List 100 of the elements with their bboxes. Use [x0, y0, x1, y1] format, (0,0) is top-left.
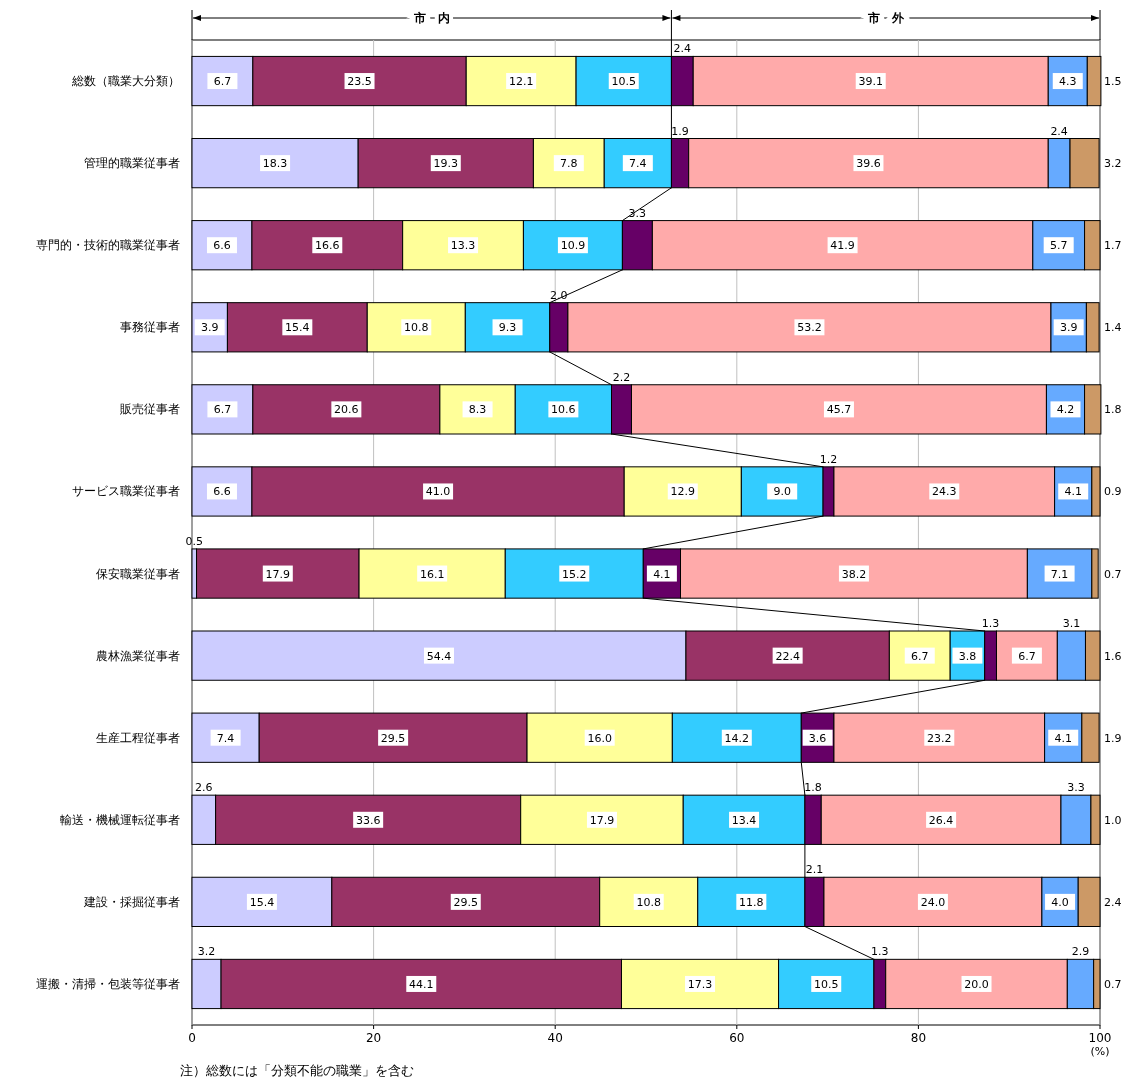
data-label: 29.5 [380, 731, 406, 745]
data-label: 8.3 [468, 403, 487, 417]
data-label: 23.5 [347, 75, 372, 89]
data-label: 22.4 [775, 649, 800, 663]
data-label: 1.9 [671, 124, 689, 138]
data-label: 39.6 [856, 157, 881, 171]
data-label: 5.7 [1049, 239, 1068, 253]
data-label: 13.3 [450, 239, 476, 253]
data-label: 0.7 [1104, 977, 1122, 991]
data-label: 16.6 [315, 239, 340, 253]
data-label: 1.5 [1104, 75, 1122, 89]
data-label: 17.9 [265, 567, 291, 581]
data-label: 6.7 [213, 403, 232, 417]
data-label: 9.0 [773, 485, 791, 499]
data-label: 4.1 [1064, 485, 1082, 499]
data-label: 12.9 [670, 485, 696, 499]
data-label: 2.4 [1104, 895, 1122, 909]
data-label: 6.6 [213, 239, 231, 253]
data-label: 7.4 [629, 157, 647, 171]
data-label: 20.6 [334, 403, 359, 417]
data-label: 0.7 [1104, 567, 1122, 581]
data-label: 33.6 [355, 813, 381, 827]
data-label: 12.1 [508, 75, 534, 89]
data-label: 3.6 [808, 731, 827, 745]
x-tick-label: 60 [729, 1031, 745, 1045]
data-label: 53.2 [797, 321, 822, 335]
y-tick-label: 輸送・機械運転従事者 [60, 812, 180, 827]
data-label: 3.1 [1062, 617, 1081, 630]
data-label: 15.4 [249, 895, 275, 909]
x-tick-label: 0 [188, 1031, 196, 1045]
y-tick-label: 専門的・技術的職業従事者 [36, 238, 180, 253]
data-label: 44.1 [409, 977, 434, 991]
data-label: 1.0 [1104, 813, 1122, 827]
y-tick-label: 事務従事者 [120, 320, 180, 335]
data-label: 4.1 [653, 567, 671, 581]
data-label: 7.4 [216, 731, 235, 745]
data-label: 15.2 [562, 567, 587, 581]
data-label: 7.8 [560, 157, 578, 171]
data-label: 16.1 [419, 567, 445, 581]
text: 注）総数には「分類不能の職業」を含む [180, 1063, 414, 1078]
y-tick-label: 建設・採掘従事者 [83, 894, 180, 909]
data-label: 10.6 [551, 403, 576, 417]
data-label: 38.2 [841, 567, 867, 581]
text: 市 外 [866, 11, 905, 25]
x-tick-label: 100 [1088, 1031, 1112, 1045]
y-tick-label: サービス職業従事者 [72, 484, 180, 499]
data-label: 11.8 [739, 895, 764, 909]
data-label: 26.4 [928, 813, 954, 827]
x-tick-label: 80 [910, 1031, 927, 1045]
y-tick-label: 運搬・清掃・包装等従事者 [36, 976, 180, 991]
data-label: 3.8 [958, 649, 977, 663]
data-label: 3.3 [1067, 781, 1085, 795]
data-label: 3.9 [1059, 321, 1078, 335]
data-label: 1.4 [1104, 321, 1122, 335]
data-label: 2.4 [1050, 124, 1068, 138]
x-tick-label: 20 [365, 1031, 382, 1045]
y-tick-label: 販売従事者 [120, 402, 180, 417]
data-label: 9.3 [498, 321, 517, 335]
data-label: 6.7 [213, 75, 232, 89]
data-label: 2.9 [1071, 945, 1090, 959]
data-label: 2.0 [550, 288, 568, 302]
data-label: 41.9 [830, 239, 855, 253]
data-label: 18.3 [262, 157, 288, 171]
y-tick-label: 農林漁業従事者 [96, 648, 180, 663]
y-tick-label: 管理的職業従事者 [84, 156, 180, 171]
data-label: 15.4 [285, 321, 310, 335]
data-label: 14.2 [724, 731, 750, 745]
data-label: 1.6 [1104, 649, 1122, 663]
y-tick-label: 総数（職業大分類） [71, 74, 180, 89]
x-tick-label: 40 [547, 1031, 563, 1045]
data-label: 4.2 [1056, 403, 1075, 417]
data-label: 1.2 [819, 452, 838, 466]
data-label: 3.2 [1104, 157, 1122, 171]
data-label: 4.3 [1059, 75, 1077, 89]
data-label: 39.1 [858, 75, 883, 89]
data-label: 19.3 [433, 157, 459, 171]
data-label: 54.4 [426, 649, 452, 663]
data-label: 2.6 [195, 781, 213, 795]
data-label: 2.1 [805, 863, 824, 877]
y-tick-label: 生産工程従事者 [96, 730, 180, 745]
data-label: 6.7 [1018, 649, 1036, 663]
data-label: 10.5 [611, 75, 636, 89]
data-label: 6.7 [911, 649, 929, 663]
data-label: 1.7 [1104, 239, 1122, 253]
data-label: 10.9 [560, 239, 586, 253]
data-label: 4.0 [1051, 895, 1069, 909]
data-label: 3.3 [628, 206, 647, 220]
data-label: 20.0 [964, 977, 989, 991]
data-label: 16.0 [587, 731, 612, 745]
data-label: 10.5 [813, 977, 839, 991]
data-label: 1.8 [804, 781, 822, 795]
data-label: 1.9 [1104, 731, 1122, 745]
data-label: 3.2 [197, 945, 216, 959]
data-label: 10.8 [404, 321, 429, 335]
data-label: 1.3 [981, 617, 1000, 630]
data-label: 0.9 [1104, 485, 1122, 499]
data-label: 3.9 [200, 321, 219, 335]
data-label: 45.7 [826, 403, 852, 417]
data-label: 1.8 [1104, 403, 1122, 417]
x-axis-title: (%) [1090, 1045, 1110, 1058]
